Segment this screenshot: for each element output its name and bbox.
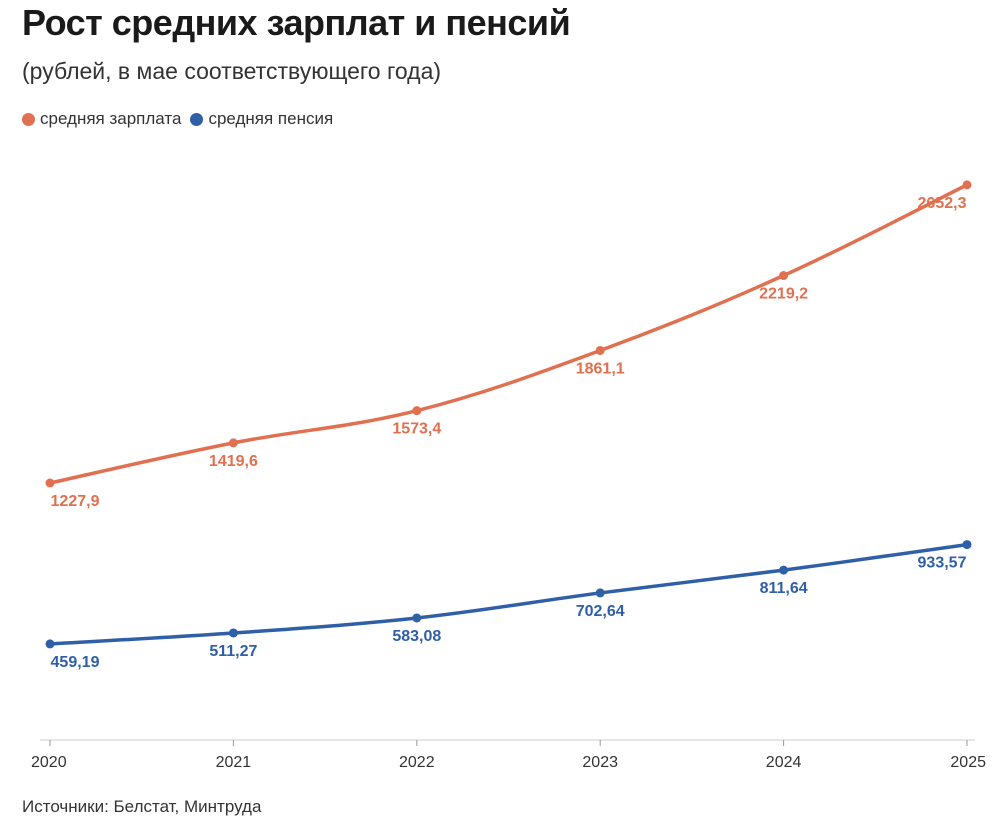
pension-point <box>595 588 605 598</box>
salary-data-label: 2219,2 <box>759 286 808 303</box>
salary-point <box>228 438 238 448</box>
salary-point <box>412 406 422 416</box>
pension-point <box>45 639 55 649</box>
pension-data-label: 511,27 <box>209 643 257 660</box>
pension-data-label: 811,64 <box>760 580 808 597</box>
salary-data-label: 1419,6 <box>209 453 258 470</box>
legend-swatch-salary <box>22 112 35 126</box>
x-tick-label: 2023 <box>582 754 618 771</box>
legend-label-salary: средняя зарплата <box>40 109 182 128</box>
pension-point <box>228 628 238 638</box>
pension-point <box>779 565 789 575</box>
pension-point <box>962 540 972 550</box>
pension-line <box>48 542 969 646</box>
salary-data-label: 2652,3 <box>918 195 967 212</box>
x-tick-label: 2024 <box>766 754 802 771</box>
pension-point <box>412 613 422 623</box>
salary-point <box>962 180 972 190</box>
pension-data-label: 933,57 <box>918 555 967 572</box>
salary-point <box>595 345 605 355</box>
salary-point <box>45 478 55 488</box>
salary-data-label: 1573,4 <box>392 421 441 438</box>
x-tick-label: 2022 <box>399 754 435 771</box>
x-tick-label: 2021 <box>216 754 252 771</box>
salary-data-label: 1227,9 <box>51 493 100 510</box>
salary-data-label: 1861,1 <box>576 360 625 377</box>
legend-item-pension: средняя пенсия <box>190 109 333 129</box>
legend: средняя зарплата средняя пенсия <box>22 109 336 129</box>
salary-point <box>779 271 789 281</box>
x-tick-label: 2025 <box>950 754 986 771</box>
legend-swatch-pension <box>190 112 204 126</box>
x-tick-label: 2020 <box>31 754 67 771</box>
pension-data-label: 702,64 <box>576 603 625 620</box>
source-note: Источники: Белстат, Минтруда <box>22 797 262 816</box>
salary-line <box>48 183 969 485</box>
chart-subtitle: (рублей, в мае соответствующего года) <box>22 58 442 84</box>
legend-item-salary: средняя зарплата <box>22 109 181 129</box>
legend-label-pension: средняя пенсия <box>208 109 334 128</box>
chart-title: Рост средних зарплат и пенсий <box>22 2 571 43</box>
pension-data-label: 459,19 <box>51 654 100 671</box>
pension-data-label: 583,08 <box>392 628 441 645</box>
